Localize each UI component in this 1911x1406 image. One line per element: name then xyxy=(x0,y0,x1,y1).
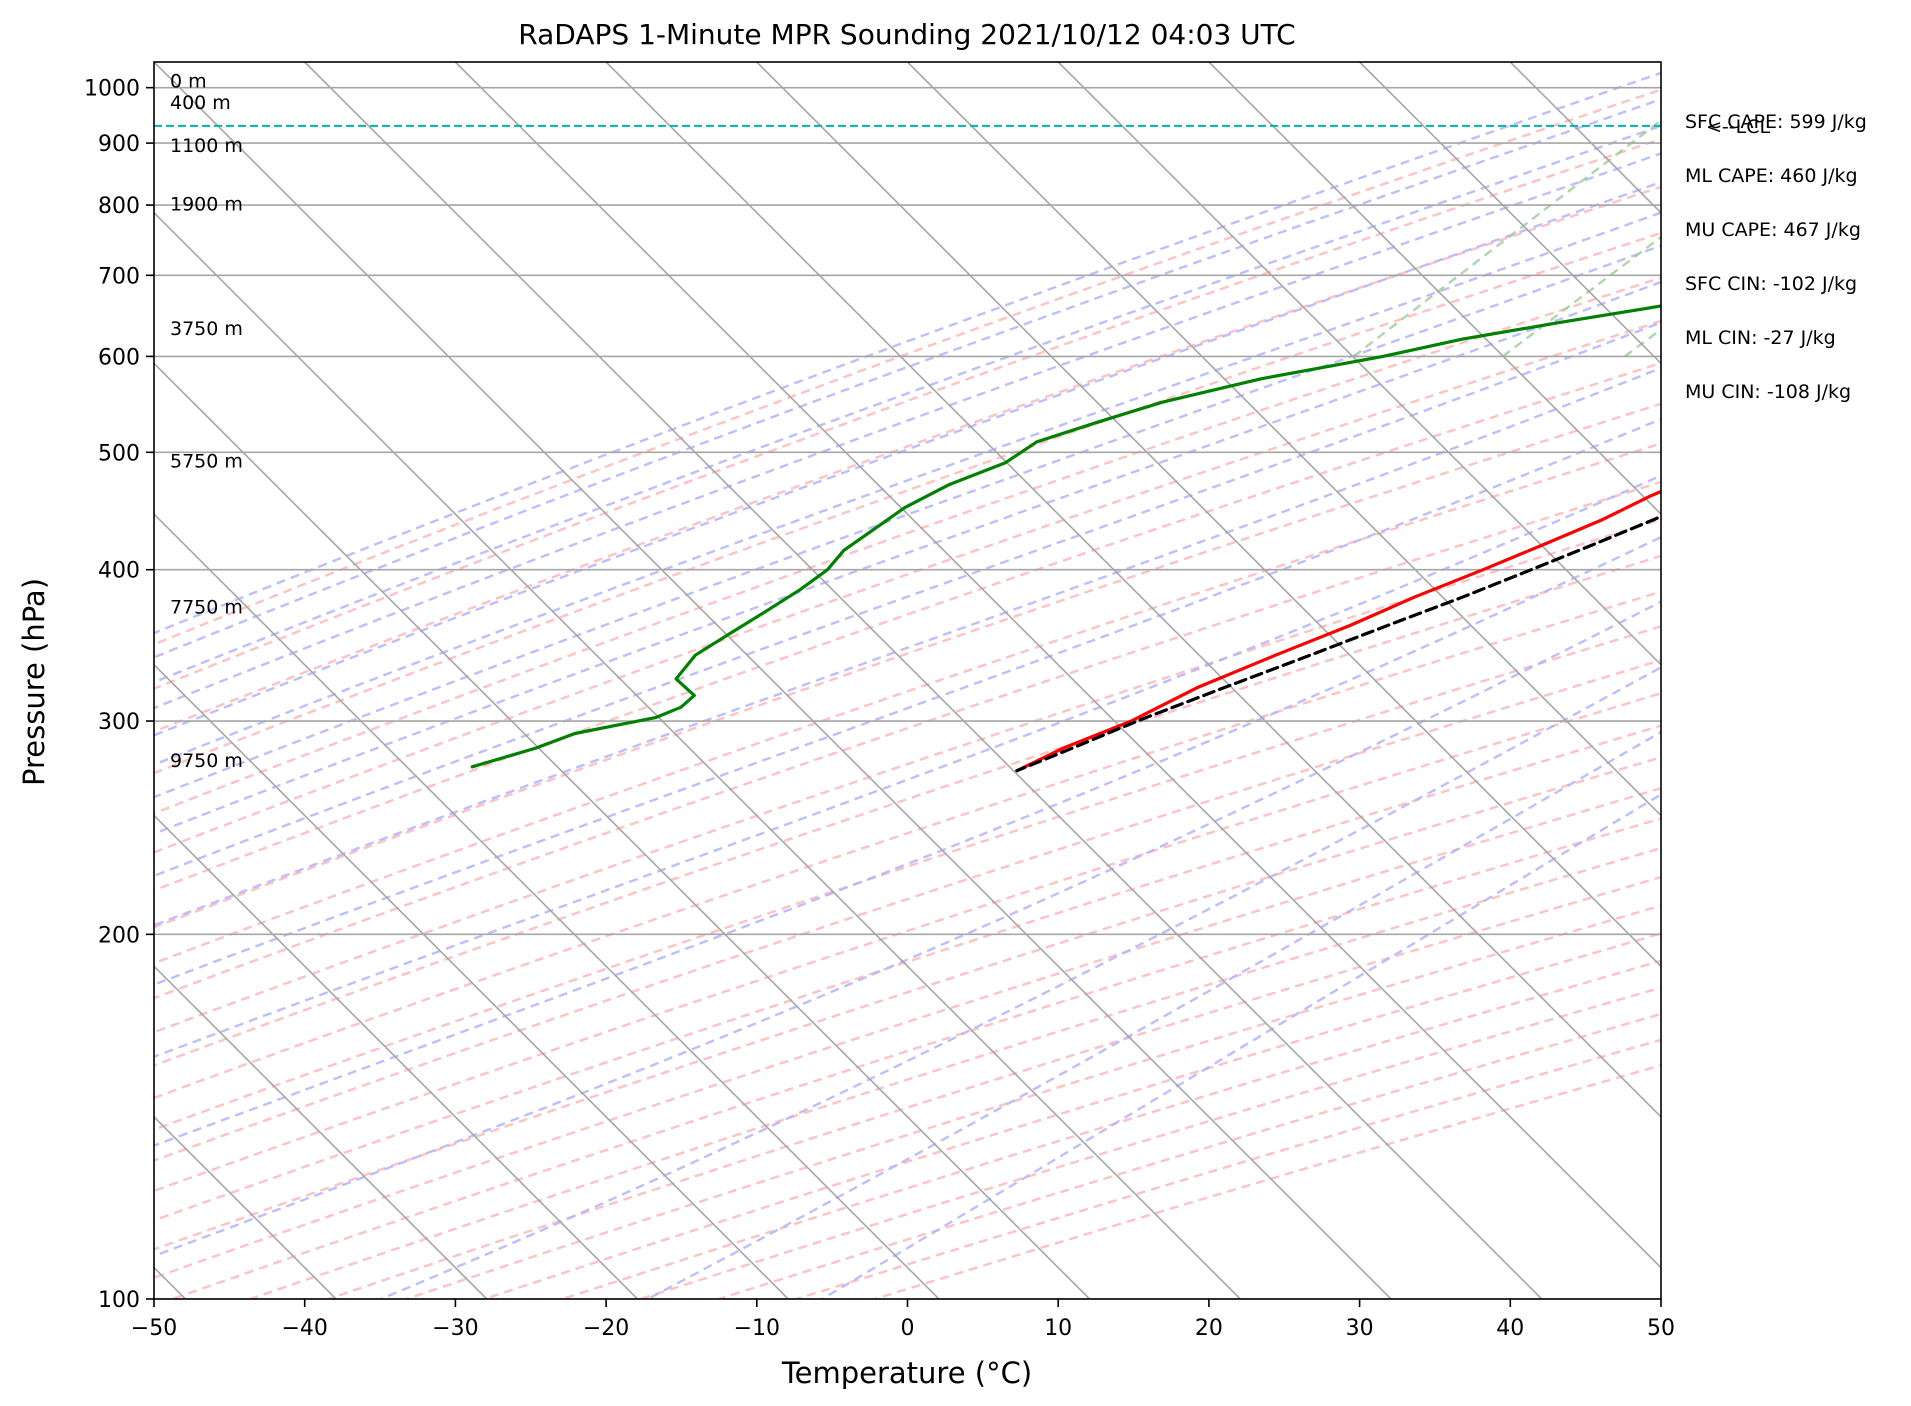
dry-adiabat-line xyxy=(154,625,1661,1131)
y-tick-label: 300 xyxy=(98,710,140,735)
dry-adiabat-line xyxy=(154,319,1661,854)
isotherm-line xyxy=(1057,62,1661,666)
y-tick-label: 700 xyxy=(98,264,140,289)
moist-adiabat-line xyxy=(154,417,1661,986)
dry-adiabat-line xyxy=(154,692,1661,1193)
height-label: 3750 m xyxy=(170,318,243,340)
x-tick-label: 20 xyxy=(1195,1316,1223,1341)
y-tick-label: 800 xyxy=(98,194,140,219)
x-tick-label: −10 xyxy=(734,1316,780,1341)
dry-adiabat-line xyxy=(154,755,1661,1251)
moist-adiabat-line xyxy=(154,321,1661,878)
moist-adiabat-line xyxy=(647,730,1661,1299)
dry-adiabat-line xyxy=(154,402,1661,929)
isotherm-line xyxy=(154,512,940,1299)
y-axis-ticks: 100 200 300 400 500 600 700 800 900 1000 xyxy=(84,77,154,1313)
height-label: 7750 m xyxy=(170,597,243,619)
x-axis-label: Temperature (°C) xyxy=(781,1356,1032,1390)
isotherm-line xyxy=(454,62,1661,1269)
lcl-label: <--LCL xyxy=(1706,116,1770,138)
moist-adiabat-line xyxy=(821,792,1661,1299)
moist-adiabat-line xyxy=(154,124,1661,684)
mixing-ratio-line xyxy=(1353,118,1661,358)
moist-adiabat-line xyxy=(154,97,1661,659)
temperature-line xyxy=(1015,489,1661,773)
isotherm-gridlines xyxy=(154,62,1661,1299)
x-tick-label: 10 xyxy=(1044,1316,1072,1341)
parcel-profile-line xyxy=(1015,514,1661,773)
height-label: 5750 m xyxy=(170,450,243,472)
dewpoint-line xyxy=(470,304,1661,769)
sfc-cape-annotation: SFC CAPE: 599 J/kg xyxy=(1685,111,1867,133)
isotherm-line xyxy=(154,814,639,1299)
dry-adiabat-line xyxy=(154,442,1661,965)
isotherm-line xyxy=(154,965,488,1299)
ml-cape-annotation: ML CAPE: 460 J/kg xyxy=(1685,165,1858,187)
dry-adiabat-line xyxy=(154,137,1661,690)
x-tick-label: −30 xyxy=(432,1316,478,1341)
ml-cin-annotation: ML CIN: -27 J/kg xyxy=(1685,327,1836,349)
isotherm-line xyxy=(304,62,1543,1299)
dry-adiabat-line xyxy=(154,554,1661,1067)
isotherm-line xyxy=(756,62,1661,968)
x-tick-label: −40 xyxy=(281,1316,327,1341)
isotherm-line xyxy=(154,211,1241,1299)
x-tick-label: 0 xyxy=(901,1316,915,1341)
height-label: 1100 m xyxy=(170,135,243,157)
moist-adiabat-line xyxy=(154,366,1661,927)
isotherm-line xyxy=(605,62,1661,1119)
moist-adiabat-line xyxy=(154,152,1661,710)
y-tick-label: 500 xyxy=(98,441,140,466)
x-tick-label: 30 xyxy=(1346,1316,1374,1341)
y-tick-label: 200 xyxy=(98,923,140,948)
chart-title: RaDAPS 1-Minute MPR Sounding 2021/10/12 … xyxy=(518,18,1295,51)
x-tick-label: −50 xyxy=(131,1316,177,1341)
sounding-series xyxy=(154,124,1661,773)
moist-adiabat-line xyxy=(154,600,1661,1258)
isotherm-line xyxy=(906,62,1661,817)
dry-adiabat-line xyxy=(154,361,1661,892)
x-tick-label: −20 xyxy=(583,1316,629,1341)
isotherm-line xyxy=(1359,62,1661,365)
y-tick-label: 600 xyxy=(98,345,140,370)
y-axis-label: Pressure (hPa) xyxy=(17,578,51,786)
isotherm-line xyxy=(1208,62,1661,516)
pressure-gridlines xyxy=(154,86,1661,1299)
x-axis-ticks: −50 −40 −30 −20 −10 0 10 20 30 40 50 xyxy=(131,1299,1675,1341)
height-label: 1900 m xyxy=(170,193,243,215)
moist-adiabat-line xyxy=(154,535,1661,1147)
y-tick-label: 900 xyxy=(98,132,140,157)
mu-cape-annotation: MU CAPE: 467 J/kg xyxy=(1685,219,1861,241)
dry-adiabat-line xyxy=(154,231,1661,775)
dry-adiabat-line xyxy=(154,590,1661,1100)
height-label: 9750 m xyxy=(170,750,243,772)
moist-adiabat-line xyxy=(154,211,1661,766)
mu-cin-annotation: MU CIN: -108 J/kg xyxy=(1685,381,1851,403)
x-tick-label: 40 xyxy=(1496,1316,1524,1341)
isotherm-line xyxy=(154,62,1392,1299)
height-label: 0 m xyxy=(170,71,207,93)
height-labels: 9750 m 7750 m 5750 m 3750 m 1900 m 1100 m 400 … xyxy=(170,71,243,772)
y-tick-label: 1000 xyxy=(84,77,140,102)
sfc-cin-annotation: SFC CIN: -102 J/kg xyxy=(1685,273,1857,295)
isotherm-line xyxy=(154,362,1091,1299)
y-tick-label: 100 xyxy=(98,1288,140,1313)
height-label: 400 m xyxy=(170,92,231,114)
y-tick-label: 400 xyxy=(98,559,140,584)
isotherm-line xyxy=(154,663,789,1299)
moist-adiabat-line xyxy=(380,665,1661,1299)
x-tick-label: 50 xyxy=(1647,1316,1675,1341)
